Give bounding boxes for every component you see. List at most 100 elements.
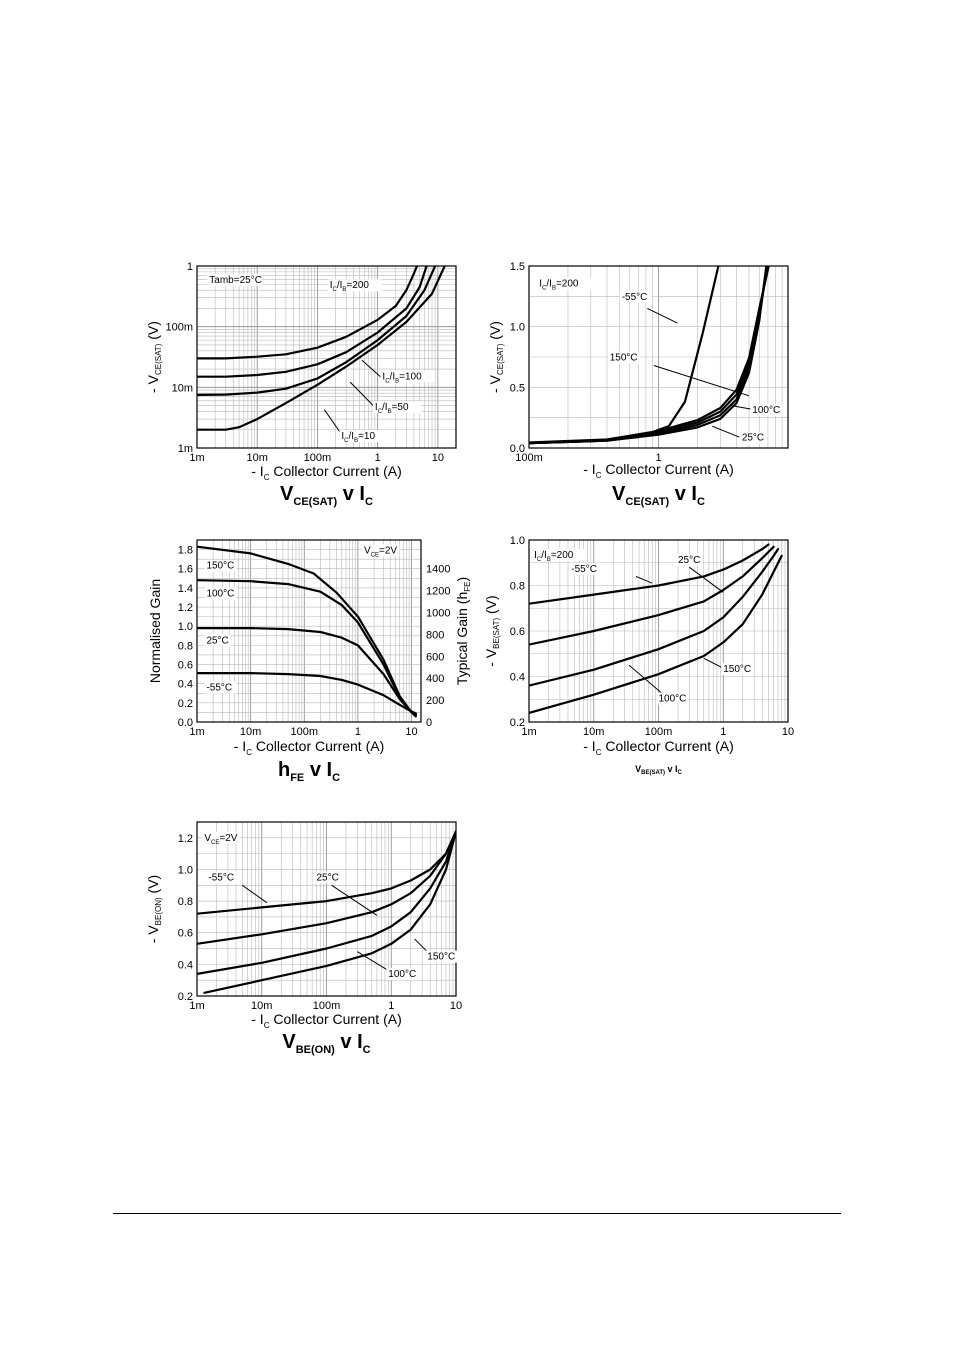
series-curve bbox=[529, 545, 775, 646]
x-tick-label: 10 bbox=[782, 726, 794, 738]
x-tick-label: 10 bbox=[405, 726, 417, 738]
x-tick-label: 1m bbox=[521, 726, 536, 738]
chart-title: VCE(SAT) v IC bbox=[280, 483, 373, 508]
chart-title: VBE(SAT) v IC bbox=[635, 764, 682, 776]
annotation-bg bbox=[204, 559, 237, 572]
x-tick-label: 1 bbox=[388, 1000, 394, 1012]
y-tick-label: 1.0 bbox=[178, 864, 193, 876]
annotation-bg bbox=[425, 950, 458, 963]
x-tick-label: 100m bbox=[515, 452, 543, 464]
y-tick-label: 1 bbox=[187, 261, 193, 273]
x-tick-label: 10m bbox=[240, 726, 261, 738]
annotation-label: Tamb=25°C bbox=[209, 275, 262, 286]
plot-frame bbox=[196, 265, 457, 449]
series-curve bbox=[197, 266, 419, 360]
annotation-bg bbox=[750, 403, 783, 416]
annotation-bg bbox=[204, 634, 231, 647]
annotation-leader bbox=[357, 951, 392, 973]
y-tick-label: 0.4 bbox=[178, 959, 193, 971]
y-tick-label: 1.0 bbox=[178, 621, 193, 633]
annotation-label: VCE=2V bbox=[364, 545, 397, 558]
annotation-label: 25°C bbox=[206, 635, 228, 646]
y2-axis-label: Typical Gain (hFE) bbox=[454, 577, 472, 685]
plot-frame bbox=[528, 539, 789, 723]
x-tick-label: 10m bbox=[247, 452, 268, 464]
chart-c5: 1m 10m 100m 1 10 0.2 0.4 0.6 0.8 1.0 1.2 - IC Colle… bbox=[145, 821, 462, 1056]
annotation-leader bbox=[647, 308, 678, 324]
chart-c4: 1m 10m 100m 1 10 0.2 0.4 0.6 0.8 1.0 - IC Collecto… bbox=[483, 535, 794, 776]
series-curve bbox=[529, 548, 780, 687]
series-curve bbox=[529, 266, 770, 444]
series-curve bbox=[197, 627, 417, 716]
annotation-label: 25°C bbox=[316, 873, 338, 884]
x-axis-label: - IC Collector Current (A) bbox=[251, 1011, 402, 1030]
annotation-bg bbox=[721, 662, 754, 675]
x-axis-label: - IC Collector Current (A) bbox=[583, 461, 734, 480]
y-tick-label: 1.0 bbox=[510, 535, 525, 547]
chart-c3: 1m 10m 100m 1 10 0.0 0.2 0.4 0.6 0.8 1.0 1.2 1.4 1.6 1… bbox=[147, 539, 472, 784]
series-curve bbox=[529, 554, 783, 714]
x-tick-label: 100m bbox=[645, 726, 673, 738]
y-tick-label: 1.4 bbox=[178, 583, 193, 595]
chart-title: VBE(ON) v IC bbox=[282, 1031, 370, 1056]
y-tick-label: 1.0 bbox=[510, 322, 525, 334]
annotation-label: 100°C bbox=[206, 589, 234, 600]
y-tick-label: 0.8 bbox=[178, 640, 193, 652]
y-tick-label: 1.5 bbox=[510, 261, 525, 273]
y2-tick-label: 0 bbox=[426, 717, 432, 729]
series-curve bbox=[197, 266, 428, 378]
y-tick-label: 0.2 bbox=[510, 717, 525, 729]
annotation-label: 150°C bbox=[723, 664, 751, 675]
y-tick-label: 0.2 bbox=[178, 991, 193, 1003]
annotation-bg bbox=[532, 549, 587, 562]
annotation-label: IC/IB=200 bbox=[330, 280, 370, 293]
y-axis-label: - VCE(SAT) (V) bbox=[145, 321, 163, 393]
annotation-bg bbox=[569, 562, 602, 575]
annotation-label: -55°C bbox=[571, 564, 597, 575]
annotation-bg bbox=[206, 871, 239, 884]
x-tick-label: 10m bbox=[251, 1000, 272, 1012]
x-tick-label: 10m bbox=[583, 726, 604, 738]
y2-tick-label: 1000 bbox=[426, 608, 450, 620]
y-tick-label: 1.6 bbox=[178, 564, 193, 576]
x-tick-label: 100m bbox=[313, 1000, 341, 1012]
annotation-bg bbox=[619, 290, 652, 303]
y-tick-label: 1m bbox=[178, 443, 193, 455]
annotation-leader bbox=[241, 884, 268, 904]
series-curve bbox=[197, 672, 417, 715]
y-axis-label: - VBE(SAT) (V) bbox=[483, 595, 501, 666]
y-tick-label: 0.5 bbox=[510, 382, 525, 394]
y2-tick-label: 400 bbox=[426, 673, 444, 685]
annotation-label: IC/IB=200 bbox=[534, 550, 574, 563]
annotation-bg bbox=[386, 968, 419, 981]
annotation-label: 150°C bbox=[206, 561, 234, 572]
x-tick-label: 10 bbox=[432, 452, 444, 464]
annotation-bg bbox=[372, 401, 422, 414]
annotation-label: 150°C bbox=[610, 353, 638, 364]
annotation-bg bbox=[607, 351, 640, 364]
series-curve bbox=[197, 830, 456, 915]
annotation-label: 25°C bbox=[678, 555, 700, 566]
annotation-label: -55°C bbox=[208, 873, 234, 884]
plot-frame bbox=[528, 265, 789, 449]
chart-title: hFE v IC bbox=[278, 759, 340, 784]
annotation-bg bbox=[537, 277, 592, 290]
annotation-leader bbox=[628, 664, 664, 696]
annotation-leader bbox=[331, 884, 378, 916]
y-tick-label: 10m bbox=[172, 382, 193, 394]
y-tick-label: 0.6 bbox=[178, 660, 193, 672]
y-tick-label: 1.8 bbox=[178, 545, 193, 557]
y-tick-label: 1.2 bbox=[178, 833, 193, 845]
y2-tick-label: 1400 bbox=[426, 564, 450, 576]
series-curve bbox=[197, 266, 437, 396]
y-tick-label: 0.6 bbox=[178, 928, 193, 940]
annotation-bg bbox=[656, 692, 689, 705]
x-axis-label: - IC Collector Current (A) bbox=[251, 463, 402, 482]
y-tick-label: 0.0 bbox=[178, 717, 193, 729]
annotation-label: 100°C bbox=[752, 405, 780, 416]
annotation-leader bbox=[653, 365, 750, 397]
series-curve bbox=[203, 830, 456, 994]
annotation-label: IC/IB=50 bbox=[375, 402, 409, 415]
